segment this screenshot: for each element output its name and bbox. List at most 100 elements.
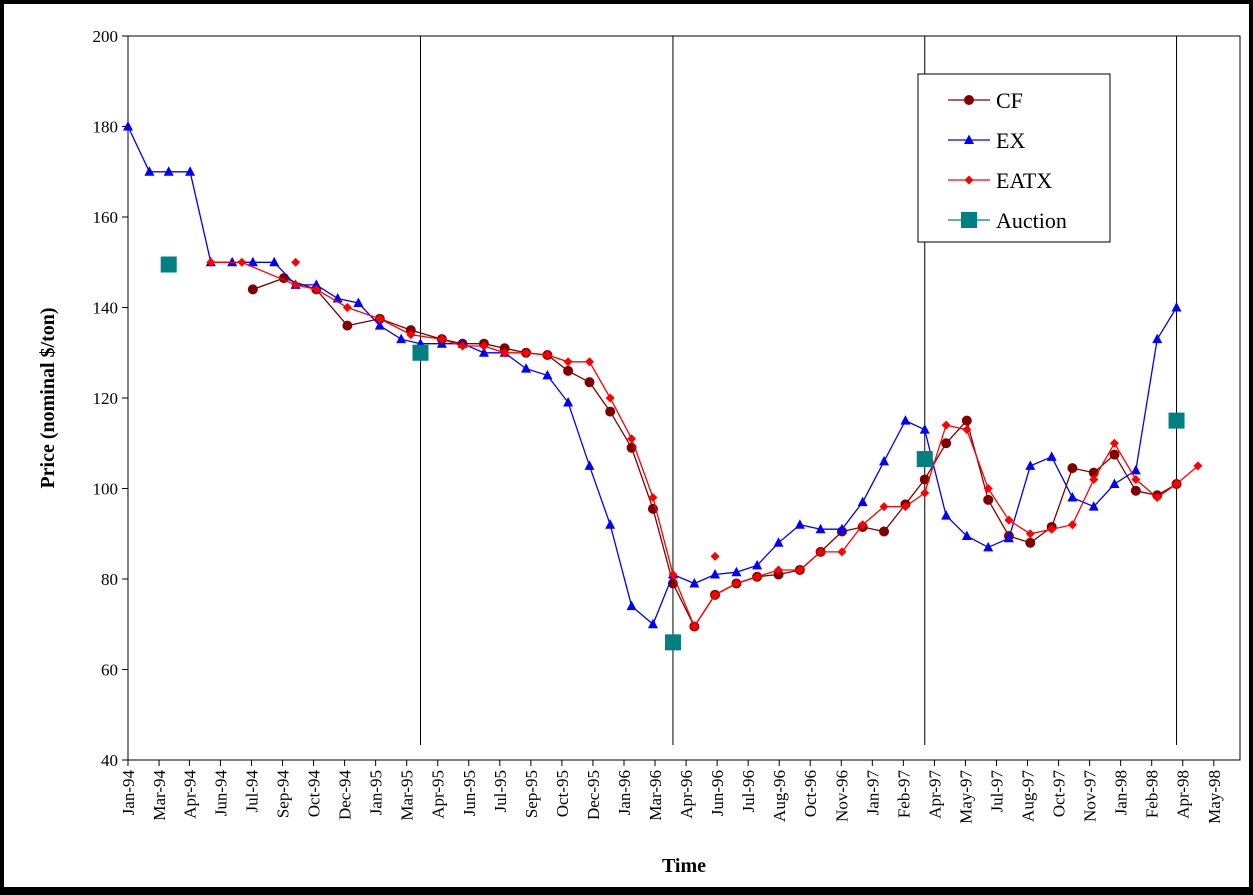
data-point-ex <box>374 320 385 330</box>
period-divider-lines <box>419 36 1178 745</box>
data-point-ex <box>689 578 700 588</box>
data-point-eatx <box>1193 461 1203 471</box>
legend-item-ex: EX <box>948 128 1025 153</box>
data-point-ex <box>1088 501 1099 511</box>
data-point-cf <box>605 406 616 417</box>
data-point-cf <box>1109 449 1120 460</box>
data-point-eatx <box>1109 438 1119 448</box>
x-tick-label: Jan-98 <box>1112 770 1131 815</box>
data-point-ex <box>731 566 742 577</box>
data-point-eatx <box>983 484 993 493</box>
data-point-auction <box>412 344 429 361</box>
data-point-cf <box>584 377 595 388</box>
x-tick-label: Oct-96 <box>801 770 820 817</box>
x-tick-label: Jul-95 <box>491 770 510 813</box>
x-axis-title: Time <box>662 855 706 877</box>
series-ex <box>123 121 1182 629</box>
data-point-ex <box>961 530 972 541</box>
data-point-eatx <box>458 341 468 351</box>
data-point-ex <box>1003 532 1014 543</box>
data-point-eatx <box>1172 479 1182 489</box>
data-point-eatx <box>206 257 216 267</box>
data-point-eatx <box>710 551 720 561</box>
data-point-ex <box>269 256 280 267</box>
data-point-eatx <box>1089 474 1099 484</box>
data-point-ex <box>1171 302 1182 312</box>
data-point-eatx <box>858 520 868 530</box>
data-point-ex <box>396 333 407 344</box>
data-point-ex <box>542 369 553 380</box>
data-point-eatx <box>710 590 720 600</box>
x-tick-label: Feb-97 <box>894 770 913 819</box>
x-tick-label: May-98 <box>1205 770 1224 824</box>
data-point-eatx <box>311 284 321 294</box>
data-point-ex <box>227 256 238 267</box>
x-tick-label: Jul-97 <box>987 770 1006 813</box>
data-point-ex <box>836 523 847 534</box>
y-tick-label: 120 <box>93 389 119 408</box>
legend-item-eatx: EATX <box>948 168 1052 193</box>
x-tick-label: Dec-94 <box>336 770 355 821</box>
data-point-eatx <box>962 425 972 435</box>
data-point-eatx <box>1025 529 1035 539</box>
data-point-cf <box>563 365 574 376</box>
data-point-ex <box>879 455 890 466</box>
y-tick-label: 160 <box>93 208 119 227</box>
data-point-ex <box>1067 492 1078 502</box>
data-point-eatx <box>879 502 889 512</box>
x-tick-label: Feb-98 <box>1143 770 1162 818</box>
data-point-eatx <box>627 434 637 444</box>
data-point-auction <box>664 634 681 651</box>
data-point-ex <box>710 568 721 579</box>
data-point-eatx <box>563 357 573 367</box>
legend-label: EATX <box>996 168 1052 193</box>
data-point-cf <box>941 438 952 449</box>
legend-marker <box>961 212 977 228</box>
x-axis: Jan-94 Mar-94 Apr-94 Jun-94 Jul-94 Sep-94 Oct-… <box>119 760 1224 824</box>
y-tick-label: 200 <box>93 27 119 46</box>
data-point-ex <box>605 519 616 529</box>
x-tick-label: Mar-94 <box>150 770 169 821</box>
data-point-ex <box>563 397 574 407</box>
data-point-ex <box>521 363 532 373</box>
data-point-cf <box>247 284 258 295</box>
data-point-eatx <box>795 565 805 575</box>
x-tick-label: Oct-94 <box>305 770 324 818</box>
data-point-eatx <box>900 502 910 512</box>
data-point-ex <box>311 279 322 289</box>
data-point-eatx <box>291 280 301 290</box>
data-point-cf <box>879 526 890 537</box>
data-point-ex <box>815 523 826 534</box>
data-point-eatx <box>342 303 352 312</box>
data-point-eatx <box>291 257 301 267</box>
y-tick-label: 140 <box>93 299 119 318</box>
data-point-eatx <box>542 350 552 360</box>
y-tick-label: 80 <box>101 570 118 589</box>
data-point-eatx <box>1131 474 1141 484</box>
x-tick-label: Jan-94 <box>119 770 138 816</box>
x-tick-label: Apr-95 <box>429 770 448 819</box>
data-point-eatx <box>237 257 247 267</box>
data-point-cf <box>983 494 994 505</box>
x-tick-label: Oct-95 <box>553 770 572 817</box>
data-point-eatx <box>816 547 826 557</box>
data-point-eatx <box>648 493 658 503</box>
x-tick-label: Sep-95 <box>522 770 541 818</box>
data-point-cf <box>1130 485 1141 496</box>
data-point-auction <box>1168 412 1185 429</box>
x-tick-label: Mar-95 <box>398 770 417 821</box>
data-point-eatx <box>500 348 510 358</box>
data-point-ex <box>983 541 994 552</box>
data-point-eatx <box>1152 493 1162 503</box>
x-tick-label: May-97 <box>956 770 975 824</box>
legend-label: EX <box>996 128 1025 153</box>
legend-label: CF <box>996 88 1023 113</box>
y-axis-title: Price (nominal $/ton) <box>37 307 59 488</box>
legend-item-cf: CF <box>948 88 1023 113</box>
data-point-ex <box>919 424 930 434</box>
y-tick-label: 100 <box>93 480 119 499</box>
data-point-eatx <box>1067 520 1077 530</box>
data-point-eatx <box>1047 524 1057 534</box>
x-tick-label: Oct-97 <box>1050 770 1069 818</box>
legend-marker <box>964 95 974 105</box>
